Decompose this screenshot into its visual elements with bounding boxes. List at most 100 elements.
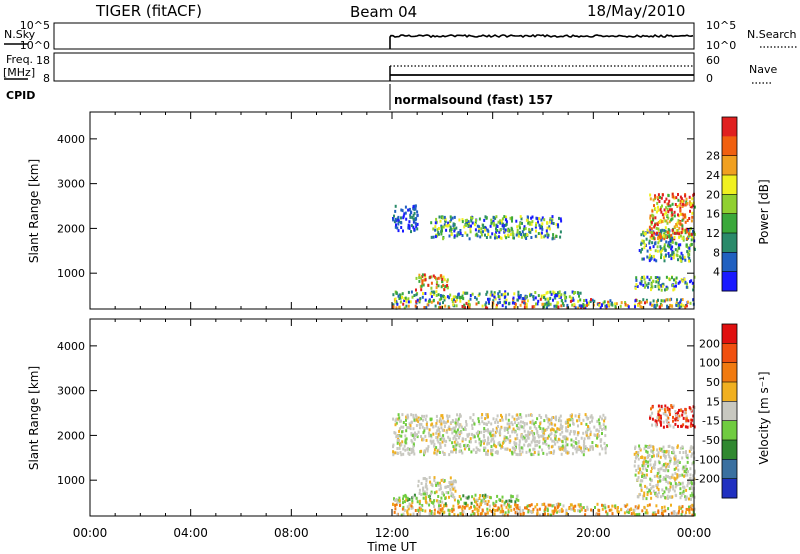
time-tick-label: 00:00 — [677, 526, 712, 540]
velocity-echo-region-5 — [649, 404, 696, 429]
velocity-colorbar-label: Velocity [m s⁻¹] — [757, 371, 771, 464]
power-colorbar-tick: 24 — [706, 169, 720, 182]
nsky-trace — [389, 33, 694, 49]
power-ytick-label: 2000 — [57, 222, 85, 235]
power-colorbar-tick: 20 — [706, 188, 720, 201]
power-panel: 1000 2000 3000 4000 Slant Range [km] 4 8 12 16… — [27, 111, 771, 310]
velocity-ytick-label: 4000 — [57, 340, 85, 353]
velocity-ytick-label: 1000 — [57, 474, 85, 487]
velocity-echo-region-1 — [393, 493, 520, 506]
power-heatmap — [392, 192, 696, 310]
power-ytick-label: 3000 — [57, 178, 85, 191]
velocity-echo-region-0 — [392, 502, 696, 517]
time-tick-label: 04:00 — [173, 526, 208, 540]
velocity-colorbar-swatch — [722, 401, 737, 422]
power-colorbar-swatch — [722, 271, 737, 292]
velocity-colorbar-swatch — [722, 478, 737, 499]
freq-label: Freq. — [6, 53, 33, 66]
nsky-tick-top: 10^5 — [20, 19, 50, 32]
velocity-ytick-label: 3000 — [57, 385, 85, 398]
power-echo-region-7 — [648, 192, 696, 241]
velocity-colorbar-tick: 50 — [706, 376, 720, 389]
velocity-colorbar-swatch — [722, 324, 737, 344]
power-colorbar-tick: 8 — [713, 246, 720, 259]
nsearch-tick-bottom: 10^0 — [706, 39, 736, 52]
velocity-axis-ticks: 1000 2000 3000 4000 — [57, 319, 695, 516]
velocity-echo-region-2 — [392, 413, 608, 457]
beam-title: Beam 04 — [350, 3, 417, 21]
freq-unit: [MHz] — [3, 66, 35, 79]
time-tick-label: 00:00 — [73, 526, 108, 540]
power-echo-region-2 — [415, 273, 449, 292]
velocity-ylabel: Slant Range [km] — [27, 366, 41, 470]
time-tick-label: 12:00 — [375, 526, 410, 540]
velocity-panel: 1000 2000 3000 4000 Slant Range [km] 200 100… — [27, 318, 771, 517]
time-tick-label: 08:00 — [274, 526, 309, 540]
velocity-colorbar-swatch — [722, 440, 737, 460]
power-echo-region-4 — [430, 215, 563, 241]
freq-strip: Freq. [MHz] 18 8 60 0 Nave — [3, 52, 777, 85]
freq-tick-top: 18 — [36, 54, 50, 67]
power-colorbar-swatch — [722, 213, 737, 234]
power-colorbar-tick: 16 — [706, 208, 720, 221]
power-echo-region-3 — [392, 204, 419, 234]
cpid-program: normalsound (fast) 157 — [394, 93, 553, 107]
freq-tick-bottom: 8 — [43, 72, 50, 85]
nsky-tick-bottom: 10^0 — [20, 39, 50, 52]
power-colorbar-swatch — [722, 175, 737, 195]
velocity-colorbar-tick: -50 — [702, 434, 720, 447]
power-colorbar-swatch — [722, 233, 737, 253]
power-colorbar-tick: 28 — [706, 150, 720, 163]
power-ytick-label: 1000 — [57, 267, 85, 280]
power-echo-region-5 — [634, 275, 696, 292]
nsky-strip: N.Sky 10^5 10^0 10^5 10^0 N.Search — [4, 19, 798, 52]
power-colorbar: 4 8 12 16 20 24 28 — [706, 116, 738, 292]
nave-label: Nave — [749, 63, 777, 76]
power-colorbar-tick: 4 — [713, 266, 720, 279]
power-axis-ticks: 1000 2000 3000 4000 — [57, 112, 695, 309]
power-colorbar-label: Power [dB] — [757, 179, 771, 244]
nave-tick-bottom: 0 — [706, 72, 713, 85]
velocity-frame — [89, 318, 695, 517]
power-colorbar-swatch — [722, 194, 737, 215]
cpid-strip: CPID normalsound (fast) 157 — [6, 84, 553, 110]
date-title: 18/May/2010 — [587, 2, 685, 20]
velocity-colorbar-tick: 100 — [699, 357, 720, 370]
power-colorbar-swatch — [722, 155, 737, 176]
radar-title: TIGER (fitACF) — [95, 2, 202, 20]
velocity-colorbar-swatch — [722, 459, 737, 480]
velocity-colorbar-tick: 200 — [699, 337, 720, 350]
power-echo-region-0 — [392, 297, 695, 310]
power-colorbar-swatch — [722, 252, 737, 273]
velocity-colorbar-swatch — [722, 382, 737, 402]
velocity-colorbar: 200 100 50 15 -15 -50 -100 -200 — [695, 323, 738, 499]
velocity-colorbar-tick: -100 — [695, 453, 720, 466]
nsearch-tick-top: 10^5 — [706, 19, 736, 32]
velocity-colorbar-tick: -200 — [695, 473, 720, 486]
velocity-colorbar-swatch — [722, 420, 737, 441]
velocity-ytick-label: 2000 — [57, 429, 85, 442]
velocity-colorbar-swatch — [722, 343, 737, 364]
nave-tick-top: 60 — [706, 54, 720, 67]
time-axis-ticks: 00:00 04:00 08:00 12:00 16:00 20:00 00:00 — [73, 526, 712, 540]
nsky-label: N.Sky — [4, 28, 36, 41]
power-echo-region-1 — [392, 290, 582, 301]
time-tick-label: 16:00 — [475, 526, 510, 540]
velocity-heatmap — [392, 404, 696, 517]
power-frame — [89, 111, 695, 310]
power-colorbar-swatch — [722, 136, 737, 157]
power-ytick-label: 4000 — [57, 133, 85, 146]
power-ylabel: Slant Range [km] — [27, 159, 41, 263]
velocity-colorbar-swatch — [722, 362, 737, 383]
cpid-label: CPID — [6, 89, 35, 102]
time-tick-label: 20:00 — [576, 526, 611, 540]
power-colorbar-tick: 12 — [706, 227, 720, 240]
velocity-colorbar-tick: 15 — [706, 395, 720, 408]
time-axis-label: Time UT — [366, 540, 417, 554]
velocity-echo-region-3 — [417, 476, 457, 497]
velocity-echo-region-4 — [633, 444, 696, 501]
power-colorbar-swatch — [722, 117, 737, 137]
nsearch-label: N.Search — [747, 28, 797, 41]
velocity-colorbar-tick: -15 — [702, 415, 720, 428]
